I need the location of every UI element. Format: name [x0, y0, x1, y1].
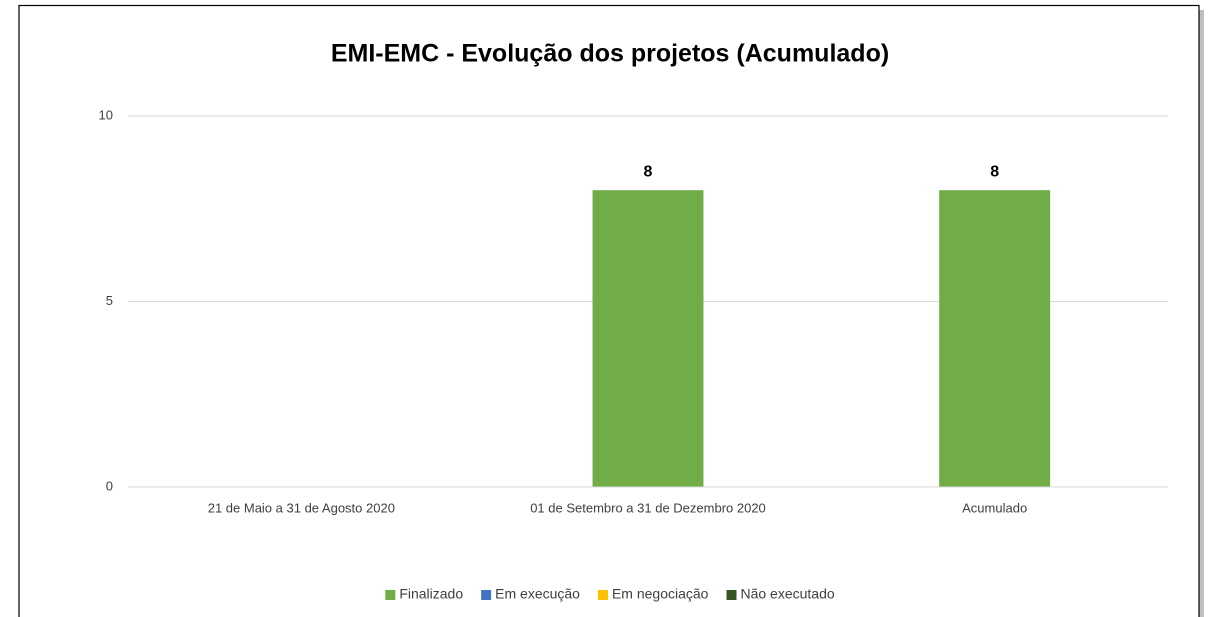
legend-swatch: [726, 590, 737, 600]
chart-title: EMI-EMC - Evolução dos projetos (Acumula…: [331, 40, 889, 68]
bar: [939, 190, 1051, 487]
x-tick-label: 21 de Maio a 31 de Agosto 2020: [208, 500, 395, 515]
legend-label: Em negociação: [612, 586, 709, 602]
legend-swatch: [481, 590, 492, 600]
data-label: 8: [644, 163, 653, 180]
x-tick-label: 01 de Setembro a 31 de Dezembro 2020: [530, 500, 766, 515]
bar: [592, 190, 704, 487]
y-tick-label: 5: [106, 293, 113, 308]
x-tick-label: Acumulado: [962, 500, 1027, 515]
y-tick-label: 0: [106, 478, 113, 493]
legend-swatch: [385, 590, 396, 600]
y-tick-label: 10: [99, 107, 113, 122]
legend-swatch: [597, 590, 608, 600]
legend-label: Finalizado: [399, 586, 463, 602]
legend-label: Não executado: [740, 586, 834, 602]
legend-label: Em execução: [495, 586, 580, 602]
data-label: 8: [990, 163, 999, 180]
